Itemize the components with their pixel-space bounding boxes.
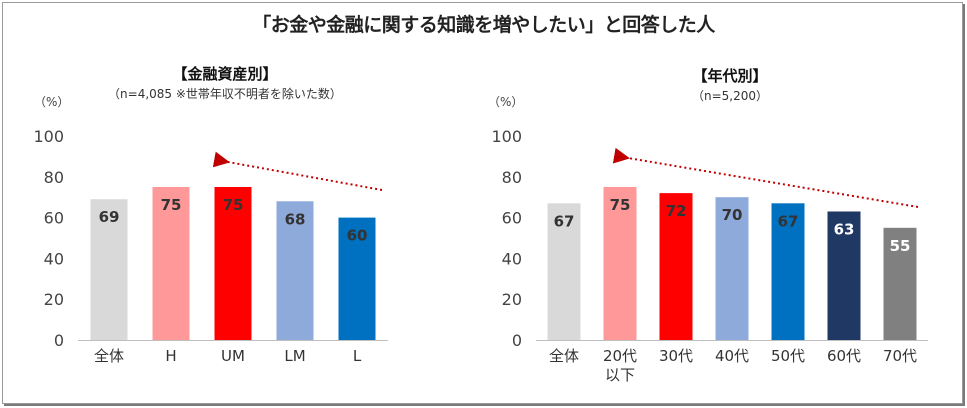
chart-1-ytick: 100 bbox=[33, 127, 64, 146]
chart-2-category-label: 70代 bbox=[883, 347, 917, 365]
chart-1-ytick: 80 bbox=[44, 168, 64, 187]
chart-2-category-label: 30代 bbox=[659, 347, 693, 365]
chart-1-ytick: 40 bbox=[44, 249, 64, 268]
chart-2-category-label: 全体 bbox=[549, 347, 579, 365]
chart-1-bar bbox=[214, 187, 252, 340]
chart-1-bar bbox=[338, 217, 376, 340]
chart-2-data-label: 67 bbox=[554, 212, 575, 230]
chart-1-data-label: 69 bbox=[99, 208, 120, 226]
chart-2-bar bbox=[883, 227, 917, 340]
chart-1-title: 【金融資産別】 bbox=[172, 65, 278, 83]
chart-1-ytick: 0 bbox=[54, 331, 64, 350]
chart-2-title: 【年代別】 bbox=[692, 67, 768, 85]
chart-1-category-label: UM bbox=[221, 347, 245, 365]
chart-2-trend-arrow bbox=[612, 147, 919, 208]
chart-2-category-label: 40代 bbox=[715, 347, 749, 365]
chart-1-bar bbox=[276, 201, 314, 340]
page-title: 「お金や金融に関する知識を増やしたい」と回答した人 bbox=[252, 14, 715, 36]
chart-1-category-label: H bbox=[165, 347, 176, 365]
chart-2-data-label: 72 bbox=[666, 202, 687, 220]
chart-2-ylabel: （%） bbox=[488, 95, 523, 109]
chart-2-data-label: 63 bbox=[834, 220, 855, 238]
chart-2-data-label: 55 bbox=[890, 237, 911, 255]
chart-1-category-label: 全体 bbox=[94, 347, 124, 365]
chart-1-data-label: 75 bbox=[223, 196, 244, 214]
chart-2-ytick: 80 bbox=[502, 168, 522, 187]
chart-1-bar bbox=[90, 199, 128, 340]
chart-2-data-label: 70 bbox=[722, 206, 743, 224]
chart-2-category-label: 60代 bbox=[827, 347, 861, 365]
chart-2-data-label: 67 bbox=[778, 212, 799, 230]
chart-2-bar bbox=[715, 197, 749, 340]
chart-1-ytick: 20 bbox=[44, 290, 64, 309]
chart-2-ytick: 20 bbox=[502, 290, 522, 309]
chart-2-ytick: 0 bbox=[512, 331, 522, 350]
chart-2-ytick: 40 bbox=[502, 249, 522, 268]
chart-2-category-label: 20代以下 bbox=[603, 347, 637, 384]
chart-2-subtitle: （n=5,200） bbox=[691, 89, 768, 103]
chart-2-bar bbox=[547, 203, 581, 340]
chart-1-data-label: 75 bbox=[161, 196, 182, 214]
chart-2-bar bbox=[659, 193, 693, 340]
chart-1-category-label: L bbox=[353, 347, 362, 365]
chart-2-ytick: 100 bbox=[491, 127, 522, 146]
chart-1-data-label: 60 bbox=[347, 227, 368, 245]
chart-2-bar bbox=[771, 203, 805, 340]
chart-1-category-label: LM bbox=[284, 347, 305, 365]
chart-2-category-label: 50代 bbox=[771, 347, 805, 365]
chart-1-ylabel: （%） bbox=[34, 95, 69, 109]
chart-1-trend-arrow bbox=[212, 151, 383, 191]
chart-1-data-label: 68 bbox=[285, 210, 306, 228]
chart-2-ytick: 60 bbox=[502, 209, 522, 228]
chart-2-bar bbox=[827, 211, 861, 340]
chart-2-data-label: 75 bbox=[610, 196, 631, 214]
chart-1-bar bbox=[152, 187, 190, 340]
chart-2-bar bbox=[603, 187, 637, 340]
chart-1-subtitle: （n=4,085 ※世帯年収不明者を除いた数） bbox=[108, 87, 342, 101]
chart-1-ytick: 60 bbox=[44, 209, 64, 228]
